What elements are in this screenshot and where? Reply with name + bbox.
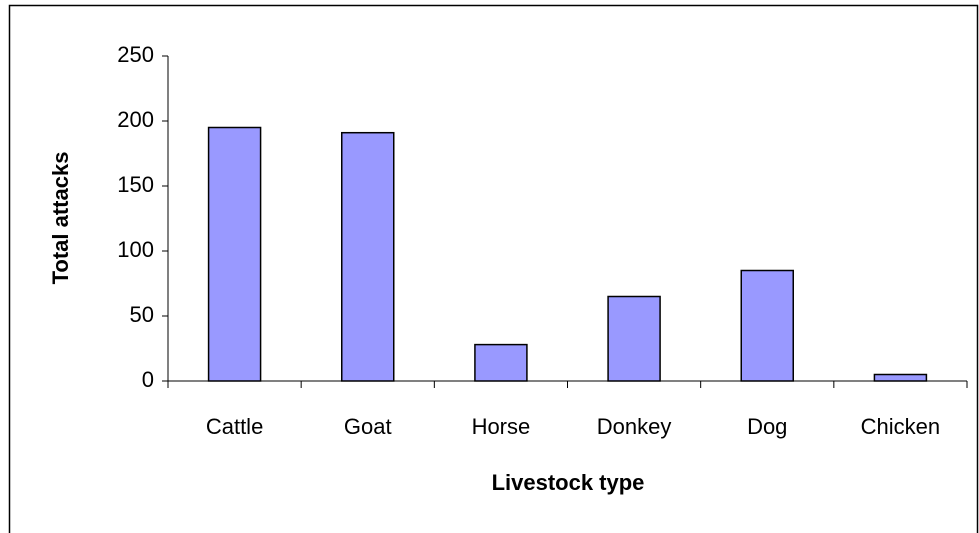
bar bbox=[207, 126, 262, 382]
x-tick-label: Goat bbox=[344, 414, 392, 439]
y-tick-label: 250 bbox=[117, 42, 154, 67]
x-tick-label: Dog bbox=[747, 414, 787, 439]
bar bbox=[740, 269, 794, 382]
x-tick-label: Horse bbox=[472, 414, 531, 439]
y-tick-label: 200 bbox=[117, 107, 154, 132]
chart-frame bbox=[8, 4, 979, 533]
bar bbox=[474, 343, 528, 382]
y-tick-label: 0 bbox=[142, 367, 154, 392]
bar bbox=[607, 295, 661, 382]
x-axis-title: Livestock type bbox=[492, 470, 645, 495]
y-axis-title: Total attacks bbox=[48, 152, 73, 285]
x-tick-label: Cattle bbox=[206, 414, 263, 439]
x-tick-label: Chicken bbox=[861, 414, 940, 439]
y-tick-label: 50 bbox=[130, 302, 154, 327]
y-tick-label: 150 bbox=[117, 172, 154, 197]
y-tick-label: 100 bbox=[117, 237, 154, 262]
x-tick-label: Donkey bbox=[597, 414, 672, 439]
bar bbox=[341, 131, 395, 382]
bar bbox=[873, 373, 928, 382]
